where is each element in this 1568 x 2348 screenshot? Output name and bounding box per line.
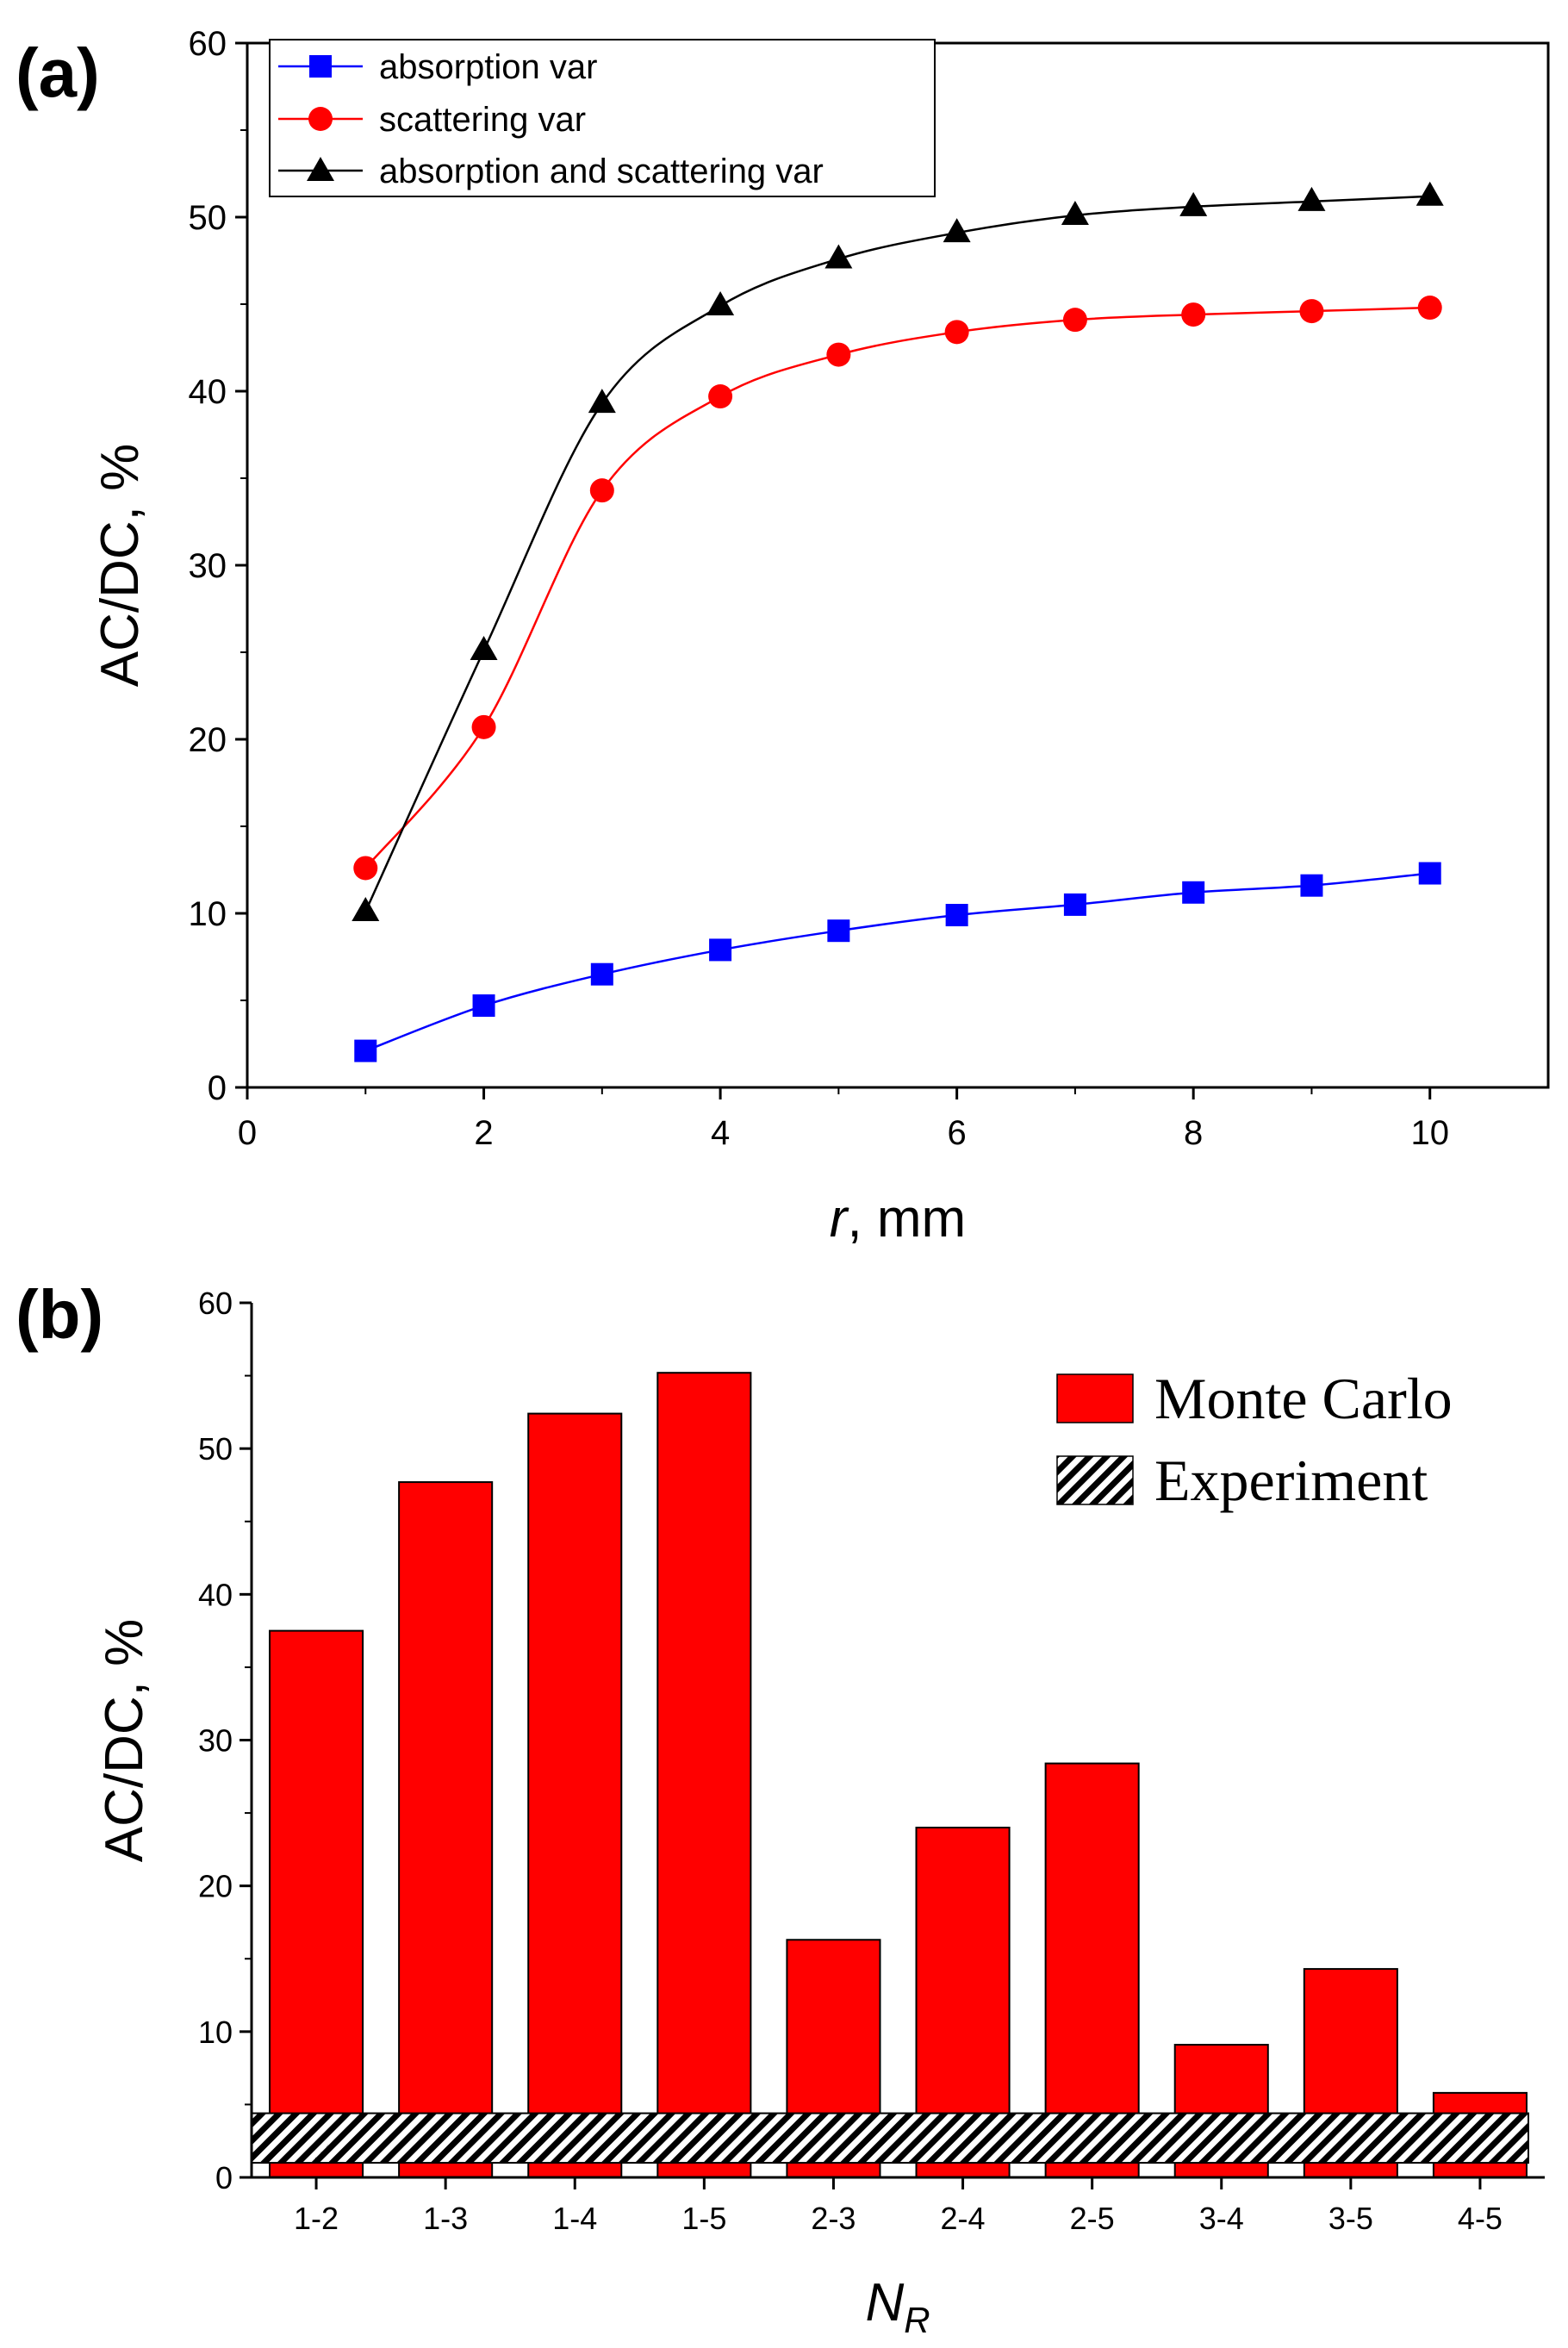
data-point-circle: [1299, 299, 1324, 324]
data-point-triangle: [1061, 200, 1089, 225]
panel-a-legend: absorption var scattering var absorption…: [269, 39, 936, 197]
series-circle: [353, 296, 1442, 881]
data-point-square: [1182, 881, 1205, 904]
data-point-circle: [944, 320, 969, 345]
panel-b-xtick-label: 2-4: [941, 2201, 986, 2236]
data-point-triangle: [1416, 181, 1444, 206]
panel-a-ytick-label: 20: [189, 721, 227, 759]
legend-label-scattering: scattering var: [379, 101, 586, 139]
series-line: [364, 872, 1430, 1052]
panel-b: (b) 1-2 1-3 1-4 1-5 2-3 2-4 2-5 3-4 3-5 4-5 0 10 20 3…: [16, 1276, 1545, 2340]
panel-b-xtick-label: 1-5: [681, 2201, 726, 2236]
panel-a-legend-box: [269, 39, 936, 197]
data-point-triangle: [1179, 191, 1208, 216]
panel-b-xlabel: NR: [865, 2273, 930, 2340]
data-point-square: [945, 904, 968, 927]
panel-a-label: (a): [16, 34, 100, 111]
bar-1-4: [527, 1412, 623, 2178]
legend-swatch-experiment: [1056, 1455, 1134, 1505]
panel-b-xtick-label: 1-2: [294, 2201, 339, 2236]
panel-b-ylabel: AC/DC, %: [95, 1619, 154, 1862]
panel-a-xtick-label: 0: [238, 1114, 257, 1152]
data-point-circle: [353, 856, 378, 881]
data-point-circle: [708, 384, 733, 409]
experiment-band: [251, 2112, 1529, 2164]
data-point-circle: [1181, 302, 1206, 327]
panel-a-ytick-label: 0: [208, 1069, 227, 1107]
legend-marker-both: [307, 157, 334, 181]
panel-b-ytick-label: 10: [198, 2015, 233, 2050]
data-point-triangle: [470, 635, 498, 660]
panel-b-ytick-label: 50: [198, 1431, 233, 1467]
data-point-triangle: [706, 291, 735, 316]
data-point-square: [1300, 874, 1323, 897]
panel-a-xtick-label: 2: [474, 1114, 493, 1152]
data-point-circle: [1417, 296, 1442, 321]
panel-b-ytick-label: 40: [198, 1577, 233, 1612]
data-point-square: [354, 1039, 377, 1062]
legend-label-absorption: absorption var: [379, 48, 597, 86]
panel-b-xtick-label: 3-4: [1199, 2201, 1244, 2236]
panel-b-xtick-label: 4-5: [1458, 2201, 1503, 2236]
legend-marker-absorption: [309, 55, 332, 78]
data-point-square: [1418, 862, 1441, 885]
data-point-circle: [1062, 308, 1087, 333]
series-triangle: [352, 181, 1444, 921]
panel-a-xtick-label: 4: [711, 1114, 730, 1152]
bar-2-5: [1044, 1762, 1140, 2178]
panel-b-ytick-label: 20: [198, 1869, 233, 1904]
legend-label-monte-carlo: Monte Carlo: [1154, 1366, 1453, 1431]
data-point-triangle: [943, 218, 971, 243]
panel-b-ytick-label: 60: [198, 1286, 233, 1321]
panel-b-ytick-label: 0: [215, 2160, 233, 2195]
panel-a-xlabel-var: r: [830, 1189, 849, 1249]
data-point-square: [472, 994, 495, 1018]
series-line: [364, 195, 1430, 912]
panel-a-ytick-label: 40: [189, 373, 227, 411]
panel-b-legend: Monte Carlo Experiment: [1056, 1366, 1453, 1513]
legend-label-both: absorption and scattering var: [379, 153, 824, 190]
data-point-circle: [589, 478, 614, 503]
panel-b-xlabel-var: N: [865, 2273, 904, 2332]
panel-a-xtick-label: 8: [1184, 1114, 1203, 1152]
bar-1-3: [398, 1481, 494, 2178]
data-point-square: [590, 962, 613, 986]
bar-1-2: [269, 1629, 364, 2178]
data-point-triangle: [1297, 186, 1326, 211]
panel-b-label: (b): [16, 1276, 103, 1353]
series-square: [354, 862, 1441, 1062]
legend-label-experiment: Experiment: [1154, 1448, 1428, 1513]
data-point-square: [1063, 893, 1086, 916]
panel-b-xtick-label: 2-3: [811, 2201, 856, 2236]
panel-b-ytick-label: 30: [198, 1723, 233, 1759]
data-point-triangle: [588, 389, 616, 414]
legend-marker-scattering: [308, 107, 333, 131]
panel-b-xtick-label: 3-5: [1328, 2201, 1373, 2236]
data-point-square: [827, 919, 850, 943]
panel-b-xtick-label: 2-5: [1070, 2201, 1115, 2236]
data-point-square: [709, 938, 732, 962]
panel-b-xtick-label: 1-3: [423, 2201, 468, 2236]
panel-b-xtick-label: 1-4: [552, 2201, 597, 2236]
panel-a-xlabel: r, mm: [830, 1189, 966, 1249]
data-point-circle: [826, 342, 851, 367]
data-point-circle: [471, 714, 496, 739]
bar-1-5: [656, 1372, 752, 2178]
panel-a-ylabel: AC/DC, %: [90, 444, 150, 687]
panel-a-xlabel-unit: , mm: [847, 1189, 966, 1249]
panel-a-xtick-label: 6: [948, 1114, 967, 1152]
legend-swatch-monte-carlo: [1056, 1373, 1134, 1423]
panel-a-xtick-label: 10: [1410, 1114, 1449, 1152]
panel-b-xlabel-sub: R: [904, 2300, 930, 2340]
panel-a-ytick-label: 60: [189, 25, 227, 63]
panel-a-ytick-label: 50: [189, 199, 227, 237]
series-line: [364, 306, 1430, 869]
data-point-triangle: [824, 244, 853, 269]
panel-a-ytick-label: 30: [189, 547, 227, 585]
data-point-triangle: [352, 896, 380, 921]
panel-a-ytick-label: 10: [189, 895, 227, 933]
